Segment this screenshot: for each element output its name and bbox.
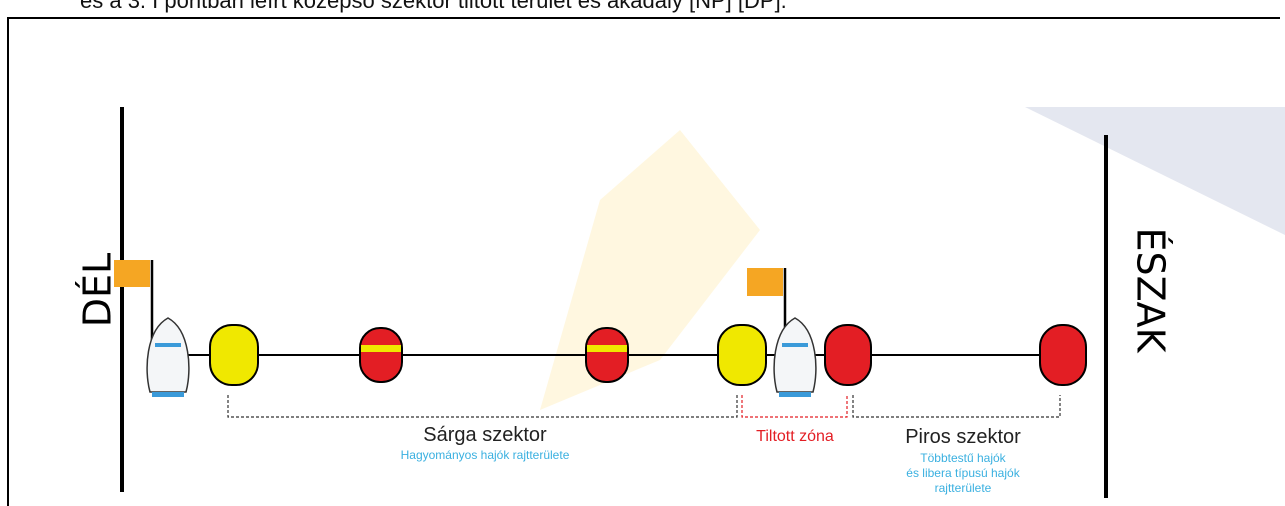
boat xyxy=(774,318,816,397)
bracket xyxy=(742,395,847,417)
sector-desc: Többtestű hajók xyxy=(920,451,1006,465)
yellow-buoy xyxy=(718,325,766,385)
sector-desc: Hagyományos hajók rajtterülete xyxy=(401,448,570,462)
buoy-stripe xyxy=(587,345,627,352)
buoy-stripe xyxy=(361,345,401,352)
header-text: és a 3. I pontban leírt középső szektor … xyxy=(80,0,787,13)
red-buoy xyxy=(1040,325,1086,385)
red-buoy xyxy=(360,328,402,382)
north-label: ÉSZAK xyxy=(1129,227,1173,353)
watermark-shape xyxy=(1025,107,1285,235)
bracket xyxy=(853,395,1060,417)
red-buoy xyxy=(825,325,871,385)
red-buoy xyxy=(586,328,628,382)
sector-title: Sárga szektor xyxy=(423,424,547,446)
bracket xyxy=(228,395,737,417)
sector-desc: és libera típusú hajók xyxy=(906,466,1020,480)
sector-title: Piros szektor xyxy=(905,426,1021,448)
sector-title: Tiltott zóna xyxy=(756,428,834,445)
sector-desc: rajtterülete xyxy=(935,481,992,495)
flag xyxy=(747,268,783,296)
boat xyxy=(147,318,189,397)
south-label: DÉL xyxy=(76,253,120,327)
flag xyxy=(114,260,150,287)
diagram: és a 3. I pontban leírt középső szektor … xyxy=(0,0,1285,506)
yellow-buoy xyxy=(210,325,258,385)
